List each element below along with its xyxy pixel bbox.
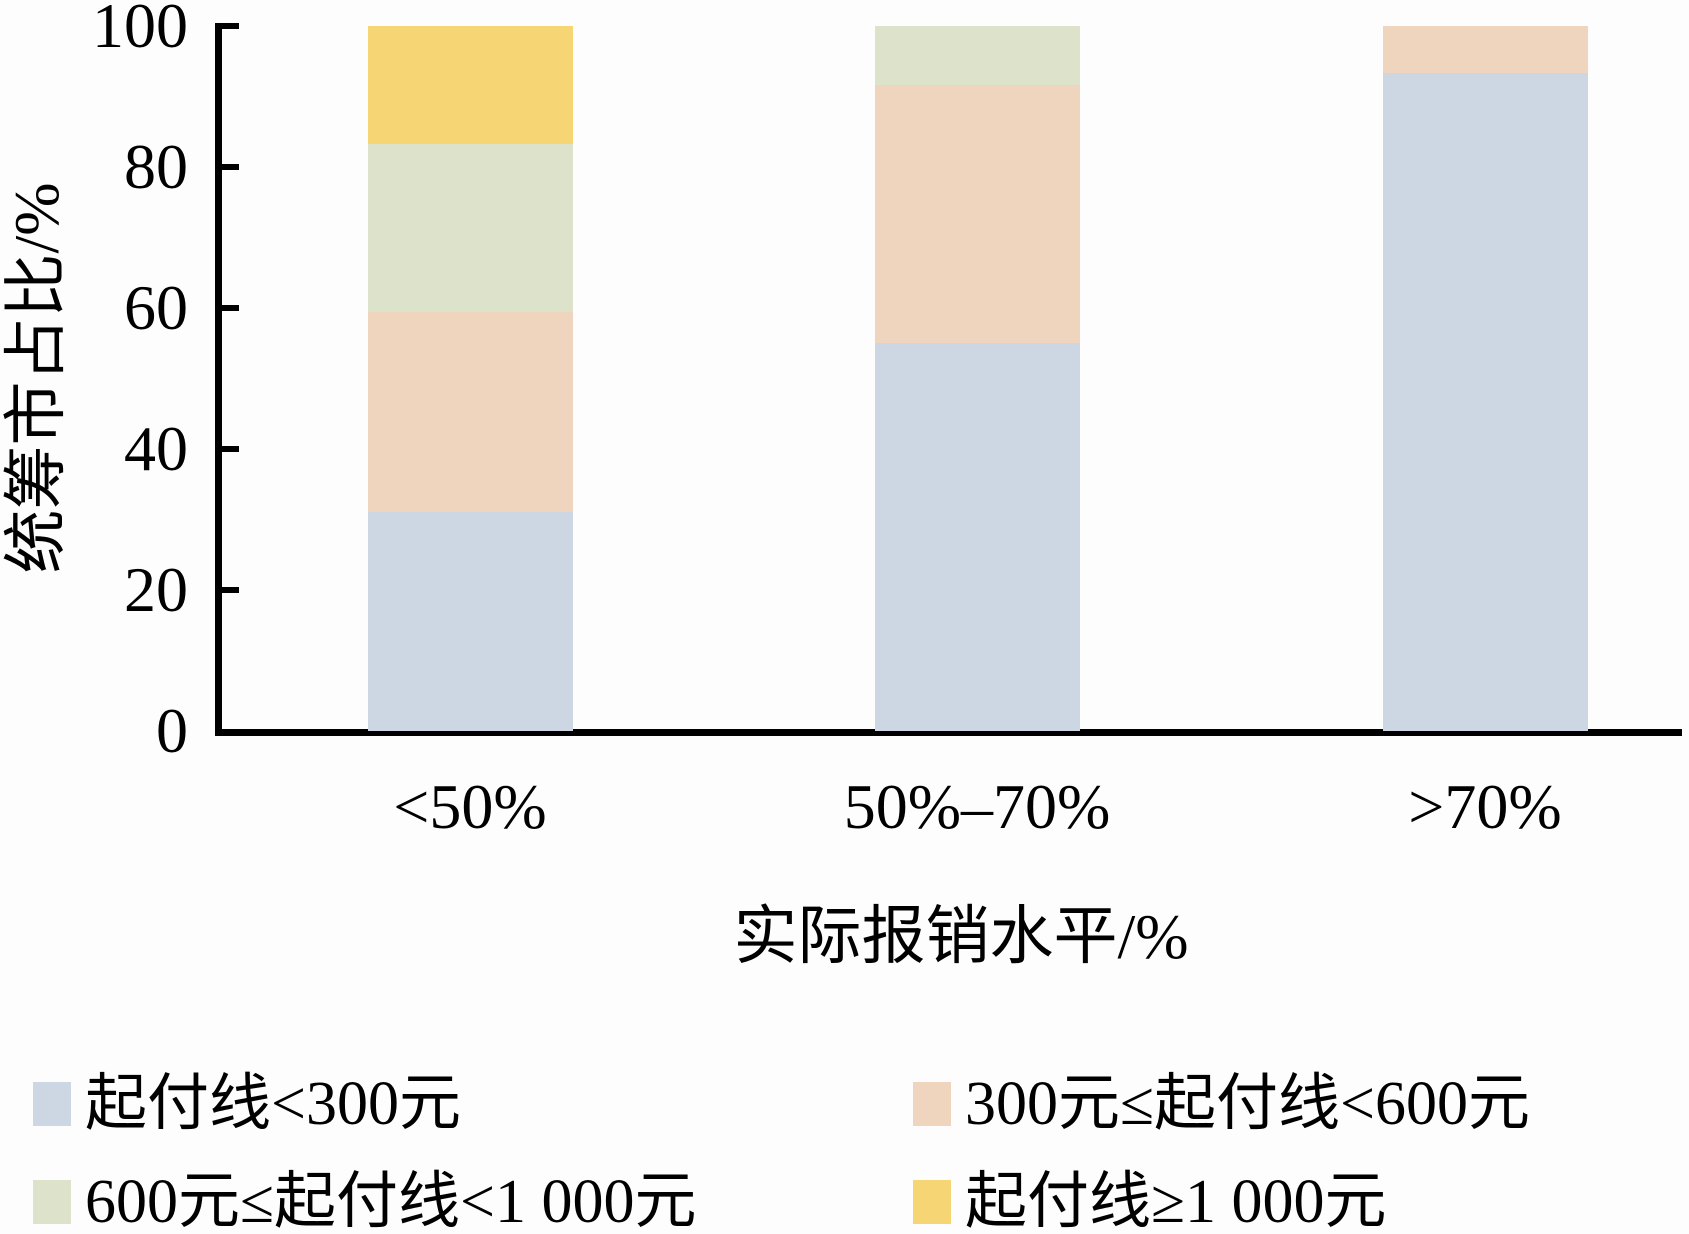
y-axis-line (215, 23, 222, 736)
y-tick-label-0: 0 (156, 695, 188, 766)
bar-segment-s1-c0 (368, 311, 573, 513)
bar-segment-s1-c1 (875, 84, 1080, 344)
y-tick-40 (222, 446, 239, 452)
bar-segment-s1-c2 (1383, 26, 1588, 74)
x-tick-label-0: <50% (393, 771, 547, 842)
x-tick-label-2: >70% (1408, 771, 1562, 842)
legend-swatch-0 (33, 1082, 71, 1126)
y-tick-60 (222, 305, 239, 311)
bar-segment-s2-c1 (875, 26, 1080, 85)
bar-segment-s3-c0 (368, 26, 573, 144)
bar-segment-s0-c1 (875, 343, 1080, 731)
legend-label-0: 起付线<300元 (85, 1070, 461, 1138)
y-tick-80 (222, 164, 239, 170)
y-tick-label-80: 80 (124, 131, 188, 202)
bar-segment-s0-c0 (368, 512, 573, 731)
bar-segment-s0-c2 (1383, 73, 1588, 731)
x-tick-label-1: 50%–70% (843, 771, 1111, 842)
y-tick-label-60: 60 (124, 272, 188, 343)
y-tick-label-40: 40 (124, 413, 188, 484)
legend-label-2: 600元≤起付线<1 000元 (85, 1168, 697, 1234)
legend-swatch-2 (33, 1180, 71, 1224)
bar-segment-s2-c0 (368, 143, 573, 312)
y-tick-label-100: 100 (92, 0, 188, 61)
x-axis-title: 实际报销水平/% (733, 901, 1189, 972)
x-axis-line (215, 729, 1682, 736)
y-tick-20 (222, 587, 239, 593)
y-tick-100 (222, 23, 239, 29)
y-tick-label-20: 20 (124, 554, 188, 625)
legend-swatch-3 (913, 1180, 951, 1224)
y-axis-title: 统筹市占比/% (1, 182, 72, 574)
legend-label-3: 起付线≥1 000元 (965, 1168, 1387, 1234)
legend-label-1: 300元≤起付线<600元 (965, 1070, 1530, 1138)
legend-swatch-1 (913, 1082, 951, 1126)
